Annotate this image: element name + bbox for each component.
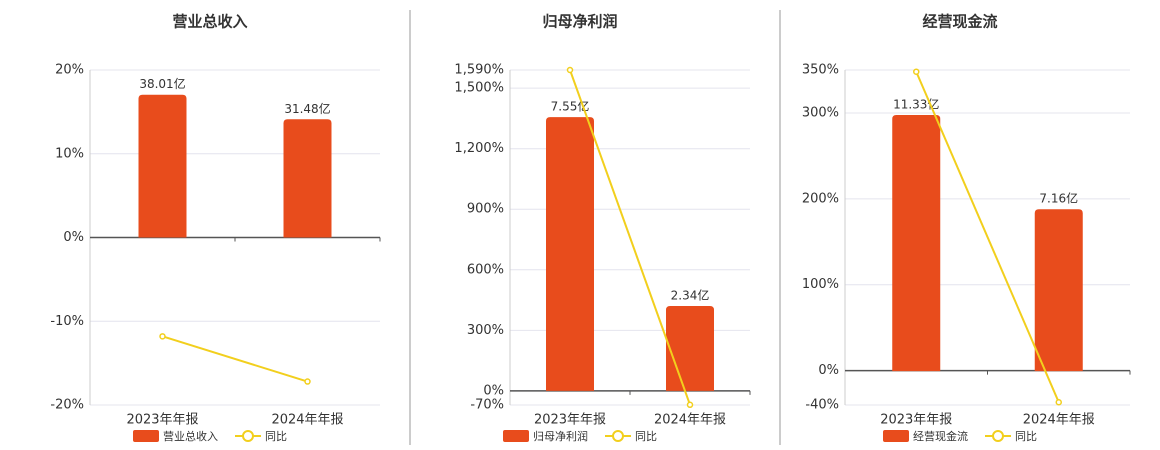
bar <box>546 117 594 391</box>
x-tick-label: 2023年年报 <box>534 413 606 428</box>
y-tick-label: -70% <box>470 398 504 413</box>
bar <box>1034 209 1083 372</box>
y-tick-label: 20% <box>55 63 84 78</box>
y-tick-label: 900% <box>467 202 504 217</box>
line-point <box>686 401 694 409</box>
legend-swatch <box>883 430 909 442</box>
x-tick-label: 2024年年报 <box>271 413 343 428</box>
bar <box>892 114 941 372</box>
line <box>915 71 1060 403</box>
legend-marker <box>242 430 254 442</box>
line-point <box>304 378 311 385</box>
y-tick-label: 1,500% <box>454 81 504 96</box>
y-tick-label: 350% <box>802 63 839 78</box>
line <box>162 335 308 383</box>
line-point <box>566 66 574 74</box>
bar <box>666 306 714 391</box>
y-tick-label: -10% <box>50 314 84 329</box>
x-tick-label: 2023年年报 <box>880 413 952 428</box>
value-label: 31.48亿 <box>284 101 330 116</box>
chart-title: 经营现金流 <box>922 13 997 31</box>
y-tick-label: 1,590% <box>454 63 504 78</box>
y-tick-label: 0% <box>818 363 839 378</box>
y-tick-label: 300% <box>467 323 504 338</box>
y-tick-label: -20% <box>50 398 84 413</box>
legend-swatch <box>503 430 529 442</box>
value-label: 2.34亿 <box>671 288 710 303</box>
y-tick-label: 100% <box>802 277 839 292</box>
line-point <box>1055 399 1062 406</box>
y-tick-label: 0% <box>483 383 504 398</box>
chart-title: 归母净利润 <box>542 13 617 31</box>
value-label: 7.16亿 <box>1039 191 1078 206</box>
x-tick-label: 2023年年报 <box>126 413 198 428</box>
y-tick-label: 300% <box>802 105 839 120</box>
legend-marker <box>992 430 1004 442</box>
legend-label: 同比 <box>635 430 657 443</box>
y-tick-label: 200% <box>802 191 839 206</box>
y-tick-label: 600% <box>467 262 504 277</box>
legend-label: 归母净利润 <box>533 429 588 443</box>
x-tick-label: 2024年年报 <box>654 413 726 428</box>
legend-label: 经营现金流 <box>913 429 968 443</box>
value-label: 7.55亿 <box>551 99 590 114</box>
x-tick-label: 2024年年报 <box>1023 413 1095 428</box>
bar <box>283 119 332 238</box>
y-tick-label: 1,200% <box>454 141 504 156</box>
legend-label: 营业总收入 <box>163 429 218 443</box>
legend-label: 同比 <box>265 430 287 443</box>
line-point <box>913 68 920 75</box>
value-label: 38.01亿 <box>139 76 185 91</box>
legend-label: 同比 <box>1015 430 1037 443</box>
chart-title: 营业总收入 <box>172 13 247 31</box>
y-tick-label: 10% <box>55 146 84 161</box>
legend-swatch <box>133 430 159 442</box>
line <box>569 69 691 406</box>
line-point <box>159 333 166 340</box>
y-tick-label: -40% <box>805 398 839 413</box>
legend-marker <box>612 430 624 442</box>
y-tick-label: 0% <box>63 230 84 245</box>
bar <box>138 94 187 238</box>
